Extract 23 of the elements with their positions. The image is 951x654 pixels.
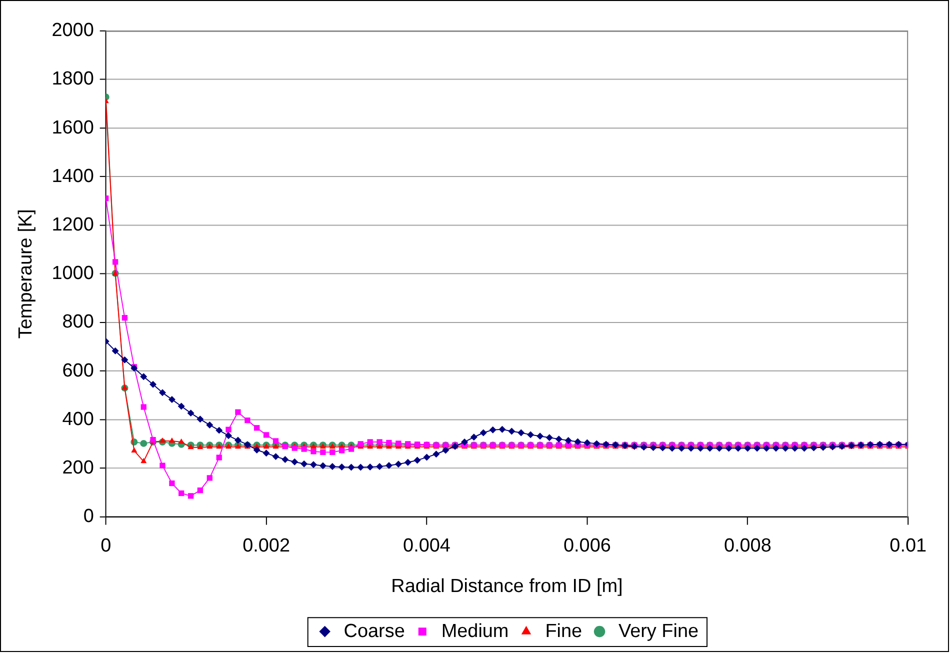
y-tick-label: 400 [62, 408, 94, 430]
y-axis-title: Temperaure [K] [16, 209, 37, 339]
x-tick-label: 0.01 [890, 535, 927, 556]
y-tick-label: 600 [62, 360, 94, 382]
x-tick-label: 0.006 [563, 535, 611, 556]
y-tick-label: 1400 [52, 166, 94, 187]
y-tick-label: 1600 [52, 117, 94, 138]
x-tick-label: 0.002 [242, 535, 290, 556]
y-tick-label: 800 [62, 312, 94, 333]
y-tick-label: 1000 [52, 263, 94, 284]
y-tick-label: 200 [62, 457, 94, 478]
x-tick-label: 0.004 [403, 535, 450, 556]
y-tick-label: 2000 [52, 20, 94, 42]
legend-label: Coarse [344, 620, 405, 642]
x-tick-label: 0 [100, 535, 112, 556]
x-tick-label: 0.008 [724, 535, 772, 556]
y-tick-label: 1200 [52, 214, 94, 236]
legend-label: Medium [441, 620, 509, 642]
y-tick-label: 1800 [52, 68, 94, 90]
y-tick-label: 0 [83, 506, 94, 528]
legend-label: Very Fine [618, 620, 699, 642]
x-axis-title: Radial Distance from ID [m] [391, 576, 623, 598]
legend-label: Fine [545, 620, 582, 642]
